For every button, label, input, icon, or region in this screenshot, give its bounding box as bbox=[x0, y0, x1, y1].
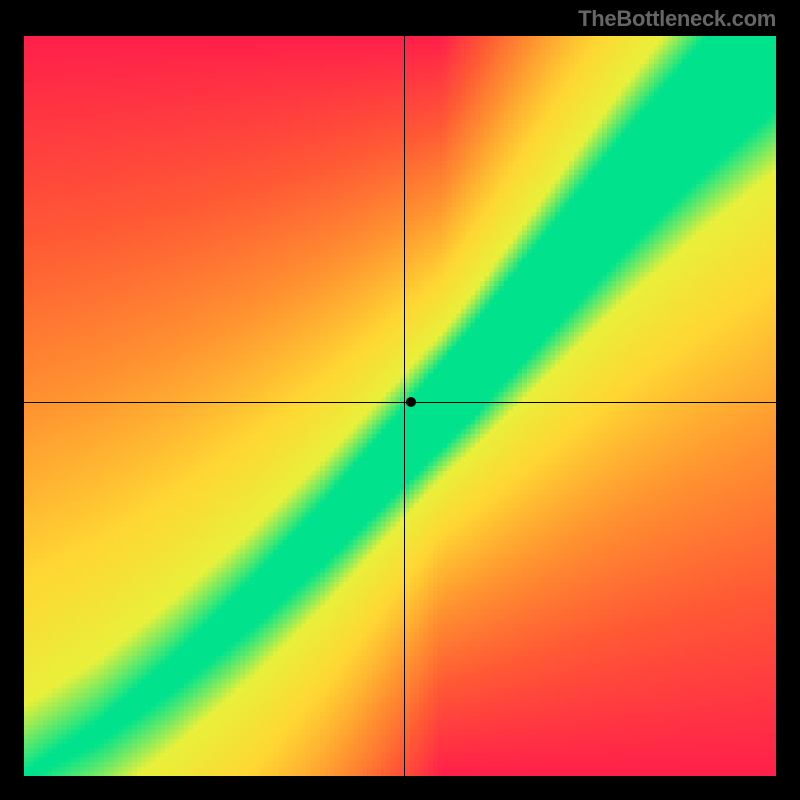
heatmap-plot-area bbox=[24, 36, 776, 776]
crosshair-horizontal bbox=[24, 402, 776, 403]
selection-marker bbox=[406, 397, 416, 407]
crosshair-vertical bbox=[404, 36, 405, 776]
bottleneck-heatmap bbox=[24, 36, 776, 776]
watermark-text: TheBottleneck.com bbox=[578, 6, 776, 32]
figure-container: TheBottleneck.com bbox=[0, 0, 800, 800]
